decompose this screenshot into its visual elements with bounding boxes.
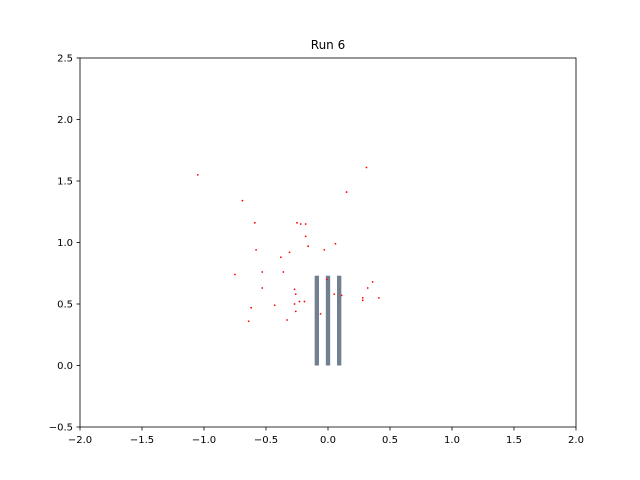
data-point [361, 299, 364, 302]
y-tick-label: −0.5 [49, 423, 73, 434]
chart-title: Run 6 [311, 38, 345, 52]
data-point [319, 312, 322, 315]
data-point [323, 248, 326, 251]
y-tick-label: 1.5 [57, 177, 73, 188]
data-point [299, 223, 302, 225]
data-point [345, 191, 348, 193]
data-point [334, 242, 337, 245]
data-point [325, 278, 328, 281]
data-point [377, 296, 380, 299]
data-point [196, 173, 199, 176]
data-point [333, 293, 336, 296]
data-point [282, 271, 285, 273]
bar [325, 275, 331, 366]
y-tick-label: 0.0 [57, 361, 73, 372]
data-point [294, 293, 297, 296]
data-point [273, 304, 276, 307]
data-point [250, 306, 253, 309]
data-point [286, 319, 288, 321]
x-axis: −2.0 −1.5 −1.0 −0.5 0.0 0.5 1.0 1.5 2.0 [68, 427, 584, 446]
data-point [279, 256, 282, 259]
y-tick-label: 1.0 [57, 238, 73, 249]
y-tick-label: 0.5 [57, 300, 73, 311]
data-point [366, 287, 369, 289]
x-tick-label: 1.0 [444, 435, 460, 446]
data-point [293, 288, 296, 291]
data-point [261, 271, 264, 273]
data-point [255, 248, 257, 251]
data-point [303, 300, 306, 303]
data-point [365, 166, 368, 169]
bar-series [314, 275, 342, 366]
x-tick-label: 0.0 [320, 435, 336, 446]
data-point [298, 300, 301, 303]
data-point [307, 245, 310, 248]
x-tick-label: −2.0 [68, 435, 92, 446]
data-point [304, 235, 307, 238]
data-point [361, 296, 364, 299]
data-point [371, 280, 374, 283]
y-axis: −0.5 0.0 0.5 1.0 1.5 2.0 2.5 [49, 54, 80, 434]
plot-frame [79, 57, 577, 428]
data-point [294, 310, 297, 313]
data-point [247, 320, 250, 323]
data-point [288, 251, 291, 254]
data-point [241, 199, 244, 202]
data-point [234, 273, 236, 276]
y-tick-label: 2.5 [57, 54, 73, 65]
bar [314, 275, 320, 366]
x-tick-label: 1.5 [506, 435, 522, 446]
data-point [304, 223, 307, 225]
x-tick-label: −0.5 [254, 435, 278, 446]
x-tick-label: −1.5 [130, 435, 154, 446]
point-series [196, 166, 380, 323]
bar [336, 275, 342, 366]
data-point [253, 221, 256, 224]
x-tick-label: 0.5 [382, 435, 398, 446]
data-point [296, 221, 298, 224]
data-point [293, 303, 296, 305]
y-tick-label: 2.0 [57, 115, 73, 126]
x-tick-label: 2.0 [568, 435, 584, 446]
x-tick-label: −1.0 [192, 435, 216, 446]
data-point [261, 287, 264, 289]
data-point [340, 294, 343, 297]
